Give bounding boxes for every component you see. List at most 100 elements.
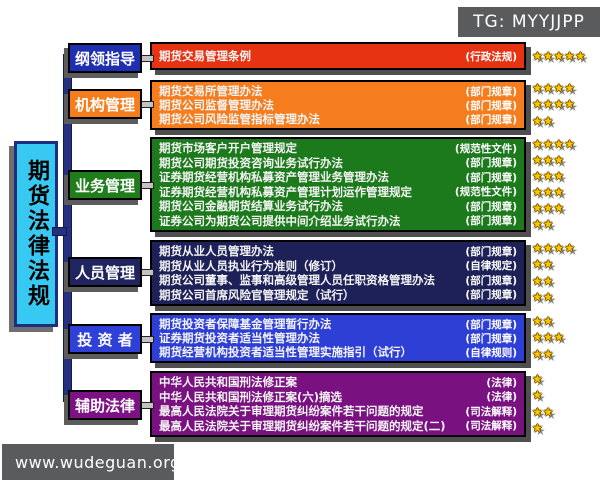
star-rating: ★ bbox=[532, 371, 543, 386]
laws-box: 期货交易所管理办法 (部门规章) 期货公司监督管理办法 (部门规章) 期货公司风险监管指… bbox=[150, 80, 526, 130]
star-rating: ★★ bbox=[532, 347, 554, 362]
law-name: 最高人民法院关于审理期货纠纷案件若干问题的规定(二) bbox=[159, 418, 446, 433]
law-type-badge: (部门规章) bbox=[465, 274, 517, 287]
law-type-badge: (部门规章) bbox=[465, 171, 517, 184]
law-type-badge: (行政法规) bbox=[465, 50, 517, 63]
law-type-badge: (部门规章) bbox=[465, 245, 517, 258]
star-ratings-column: ★★★★★ bbox=[532, 371, 598, 437]
star-rating: ★★★★★ bbox=[532, 48, 586, 63]
law-name: 期货经营机构投资者适当性管理实施指引（试行） bbox=[159, 345, 412, 359]
law-row: 期货投资者保障基金管理暂行办法 (部门规章) bbox=[152, 317, 524, 331]
laws-box: 期货市场客户开户管理规定 (规范性文件) 期货公司期货投资咨询业务试行办法 (部门规章… bbox=[150, 137, 526, 232]
star-rating: ★★ bbox=[532, 290, 554, 305]
law-type-badge: (司法解释) bbox=[465, 420, 517, 433]
law-row: 中华人民共和国刑法修正案(六)摘选 (法律) bbox=[152, 390, 524, 405]
law-row: 期货公司期货投资咨询业务试行办法 (部门规章) bbox=[152, 156, 524, 171]
star-rating: ★★★★ bbox=[532, 97, 576, 112]
law-type-badge: (部门规章) bbox=[465, 157, 517, 170]
law-type-badge: (法律) bbox=[486, 391, 517, 404]
law-type-badge: (法律) bbox=[486, 376, 517, 389]
law-row: 证券期货经营机构私募资产管理计划运作管理规定 (规范性文件) bbox=[152, 185, 524, 200]
star-rating: ★ bbox=[532, 388, 543, 403]
law-name: 期货公司风险监管指标管理办法 bbox=[159, 112, 320, 126]
law-row: 期货公司风险监管指标管理办法 (部门规章) bbox=[152, 112, 524, 126]
law-type-badge: (规范性文件) bbox=[454, 186, 517, 199]
star-rating: ★★★ bbox=[532, 330, 565, 345]
law-type-badge: (部门规章) bbox=[465, 113, 517, 126]
law-row: 最高人民法院关于审理期货纠纷案件若干问题的规定(二) (司法解释) bbox=[152, 419, 524, 434]
star-ratings-column: ★★★★★ bbox=[532, 42, 598, 70]
law-name: 证券公司为期货公司提供中间介绍业务试行办法 bbox=[159, 213, 401, 228]
star-rating: ★★ bbox=[532, 114, 554, 129]
law-row: 证券期货投资者适当性管理办法 (部门规章) bbox=[152, 331, 524, 345]
law-row: 期货公司金融期货结算业务试行办法 (部门规章) bbox=[152, 199, 524, 214]
law-name: 期货公司董事、监事和高级管理人员任职资格管理办法 bbox=[159, 273, 435, 288]
law-name: 期货公司金融期货结算业务试行办法 bbox=[159, 199, 343, 214]
law-row: 期货从业人员管理办法 (部门规章) bbox=[152, 244, 524, 259]
root-title-box: 期货法律法规 bbox=[14, 141, 58, 327]
law-name: 证券期货经营机构私募资产管理业务管理办法 bbox=[159, 170, 389, 185]
star-ratings-column: ★★★★ ★★★ ★★★ ★★★ ★★★ ★★ bbox=[532, 137, 598, 232]
law-row: 期货经营机构投资者适当性管理实施指引（试行） (自律规则) bbox=[152, 345, 524, 359]
category-box: 纲领指导 bbox=[68, 43, 142, 73]
law-type-badge: (部门规章) bbox=[465, 318, 517, 331]
law-type-badge: (部门规章) bbox=[465, 215, 517, 228]
star-rating: ★ bbox=[532, 421, 543, 436]
star-rating: ★★★ bbox=[532, 184, 565, 199]
law-row: 证券期货经营机构私募资产管理业务管理办法 (部门规章) bbox=[152, 170, 524, 185]
laws-box: 期货交易管理条例 (行政法规) bbox=[150, 42, 526, 70]
law-type-badge: (部门规章) bbox=[465, 99, 517, 112]
law-name: 证券期货经营机构私募资产管理计划运作管理规定 bbox=[159, 184, 412, 199]
star-rating: ★★★★ bbox=[532, 240, 576, 255]
law-row: 证券公司为期货公司提供中间介绍业务试行办法 (部门规章) bbox=[152, 214, 524, 229]
watermark-tag: TG: MYYJJPP bbox=[458, 7, 600, 37]
star-ratings-column: ★★★★★★★★★★ bbox=[532, 80, 598, 130]
law-name: 期货投资者保障基金管理暂行办法 bbox=[159, 317, 332, 331]
law-row: 期货公司监督管理办法 (部门规章) bbox=[152, 98, 524, 112]
law-row: 期货公司董事、监事和高级管理人员任职资格管理办法 (部门规章) bbox=[152, 273, 524, 288]
law-name: 期货公司监督管理办法 bbox=[159, 98, 274, 112]
law-row: 中华人民共和国刑法修正案 (法律) bbox=[152, 375, 524, 390]
law-type-badge: (部门规章) bbox=[465, 200, 517, 213]
site-watermark: www.wudeguan.org bbox=[2, 444, 180, 480]
root-title: 期货法律法规 bbox=[24, 159, 49, 309]
star-ratings-column: ★★ ★★★ ★★ bbox=[532, 313, 598, 363]
star-rating: ★★★ bbox=[532, 153, 565, 168]
star-rating: ★★★★ bbox=[532, 80, 576, 95]
law-name: 期货市场客户开户管理规定 bbox=[159, 141, 297, 156]
star-rating: ★★★ bbox=[532, 200, 565, 215]
law-name: 最高人民法院关于审理期货纠纷案件若干问题的规定 bbox=[159, 404, 424, 419]
law-type-badge: (自律规定) bbox=[465, 260, 517, 273]
category-box: 业务管理 bbox=[68, 170, 142, 200]
law-name: 期货公司期货投资咨询业务试行办法 bbox=[159, 155, 343, 170]
law-type-badge: (部门规章) bbox=[465, 332, 517, 345]
star-rating: ★★ bbox=[532, 404, 554, 419]
law-type-badge: (部门规章) bbox=[465, 289, 517, 302]
laws-box: 期货从业人员管理办法 (部门规章) 期货从业人员执业行为准则（修订） (自律规定) 期货… bbox=[150, 240, 526, 306]
star-ratings-column: ★★★★★★★★★★ bbox=[532, 240, 598, 306]
star-rating: ★★★★ bbox=[532, 137, 576, 152]
law-row: 期货市场客户开户管理规定 (规范性文件) bbox=[152, 141, 524, 156]
law-name: 中华人民共和国刑法修正案 bbox=[159, 375, 297, 390]
law-name: 期货交易所管理办法 bbox=[159, 84, 263, 98]
law-type-badge: (部门规章) bbox=[465, 85, 517, 98]
star-rating: ★★ bbox=[532, 216, 554, 231]
star-rating: ★★ bbox=[532, 313, 554, 328]
law-row: 最高人民法院关于审理期货纠纷案件若干问题的规定 (司法解释) bbox=[152, 404, 524, 419]
law-type-badge: (自律规则) bbox=[465, 346, 517, 359]
category-box: 机构管理 bbox=[68, 89, 142, 119]
law-row: 期货交易所管理办法 (部门规章) bbox=[152, 84, 524, 98]
law-name: 期货公司首席风险官管理规定（试行） bbox=[159, 287, 355, 302]
law-name: 期货从业人员执业行为准则（修订） bbox=[159, 258, 343, 273]
laws-box: 期货投资者保障基金管理暂行办法 (部门规章) 证券期货投资者适当性管理办法 (部门规章… bbox=[150, 313, 526, 363]
star-rating: ★★ bbox=[532, 273, 554, 288]
law-name: 期货从业人员管理办法 bbox=[159, 244, 274, 259]
category-box: 人员管理 bbox=[68, 257, 142, 287]
category-box: 投 资 者 bbox=[68, 324, 142, 354]
category-box: 辅助法律 bbox=[68, 390, 142, 420]
law-name: 期货交易管理条例 bbox=[159, 49, 251, 63]
law-type-badge: (规范性文件) bbox=[454, 142, 517, 155]
law-name: 证券期货投资者适当性管理办法 bbox=[159, 331, 320, 345]
law-type-badge: (司法解释) bbox=[465, 405, 517, 418]
